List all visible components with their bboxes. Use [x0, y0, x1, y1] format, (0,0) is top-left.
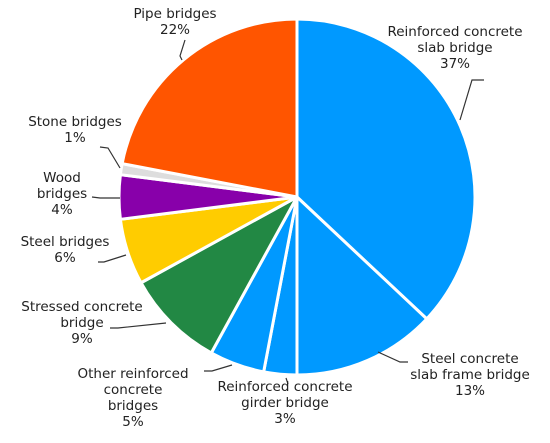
leader-line [91, 196, 120, 199]
slice-label: Other reinforced concrete bridges 5% [77, 366, 188, 430]
slice-name-label: concrete [104, 382, 163, 398]
slice-label: Reinforced concrete girder bridge 3% [217, 379, 352, 427]
slice-labels: Reinforced concrete slab bridge 37%Steel c… [21, 6, 530, 430]
leader-line [285, 377, 289, 385]
slice-label: Stressed concrete bridge 9% [21, 299, 142, 347]
slice-name-label: Steel concrete [421, 351, 518, 367]
slice-name-label: bridge [60, 315, 103, 331]
slice-name-label: slab bridge [417, 40, 492, 56]
slice-value-label: 6% [54, 250, 76, 266]
slice-label: Wood bridges 4% [37, 170, 87, 218]
leader-line [99, 146, 121, 169]
slice-name-label: Wood [43, 170, 81, 186]
slice-name-label: Steel bridges [21, 234, 110, 250]
slice-name-label: bridges [108, 398, 158, 414]
slice-label: Reinforced concrete slab bridge 37% [387, 24, 522, 72]
slice-name-label: slab frame bridge [410, 367, 530, 383]
leader-line [98, 254, 127, 263]
slice-name-label: Stressed concrete [21, 299, 142, 315]
pie-slice-reinforced-concrete-slab-bridge [295, 17, 477, 321]
leader-line [459, 79, 484, 121]
slice-name-label: bridges [37, 186, 87, 202]
slice-name-label: Reinforced concrete [217, 379, 352, 395]
leader-line [110, 322, 167, 329]
slice-label: Stone bridges 1% [28, 114, 122, 146]
slice-value-label: 9% [71, 331, 93, 347]
slice-label: Steel bridges 6% [21, 234, 110, 266]
pie-slice-pipe-bridges [120, 17, 299, 199]
slice-value-label: 4% [51, 202, 73, 218]
slice-name-label: Stone bridges [28, 114, 122, 130]
slice-value-label: 5% [122, 414, 144, 430]
slice-name-label: Other reinforced [77, 366, 188, 382]
slice-name-label: Reinforced concrete [387, 24, 522, 40]
leader-line [179, 39, 186, 61]
slice-label: Steel concrete slab frame bridge 13% [410, 351, 530, 399]
slice-value-label: 13% [455, 383, 485, 399]
leader-line [204, 364, 233, 372]
slice-value-label: 22% [160, 22, 190, 38]
slice-name-label: Pipe bridges [133, 6, 216, 22]
leader-line [377, 351, 408, 363]
slice-value-label: 3% [274, 411, 296, 427]
slice-label: Pipe bridges 22% [133, 6, 216, 38]
leader-lines [91, 39, 484, 385]
pie-slice-stressed-concrete-bridge [139, 195, 299, 355]
slice-value-label: 37% [440, 56, 470, 72]
slice-name-label: girder bridge [241, 395, 329, 411]
slice-value-label: 1% [64, 130, 86, 146]
pie-slices [117, 17, 477, 377]
pie-slice-steel-concrete-slab-frame-bridge [295, 195, 429, 377]
